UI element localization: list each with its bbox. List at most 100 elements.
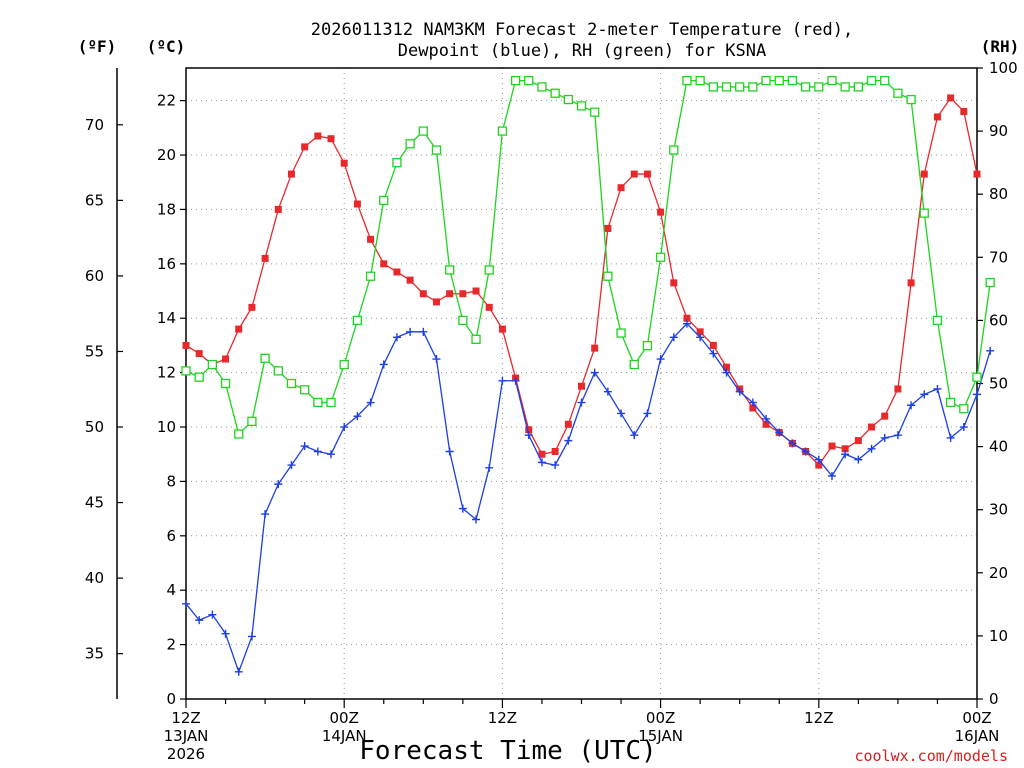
dewpoint-point: [762, 414, 771, 423]
rh-tick-label: 40: [989, 438, 1008, 456]
rh-point: [207, 359, 218, 370]
2-meter-temperature-point: [380, 260, 388, 268]
rh-point: [497, 126, 508, 136]
rh-point: [339, 359, 349, 370]
dewpoint-point: [933, 384, 942, 393]
celsius-tick-label: 14: [157, 309, 176, 327]
2-meter-temperature-point: [709, 341, 717, 349]
rh-point: [735, 82, 745, 92]
fahrenheit-tick-label: 40: [85, 569, 104, 587]
rh-point: [800, 82, 811, 92]
dewpoint-point: [498, 376, 507, 385]
dewpoint-point: [537, 458, 546, 467]
2-meter-temperature-point: [248, 303, 256, 311]
dewpoint-point: [208, 610, 217, 619]
rh-point: [563, 94, 573, 105]
rh-point: [234, 429, 244, 439]
2-meter-temperature-point: [301, 143, 309, 151]
2-meter-temperature-point: [960, 108, 968, 116]
dewpoint-point: [735, 387, 744, 396]
rh-tick-label: 50: [989, 375, 1008, 393]
2-meter-temperature-point: [446, 290, 454, 298]
x-tick-label: 14JAN: [322, 727, 367, 745]
2-meter-temperature-point: [432, 298, 440, 306]
x-tick-label: 00Z: [646, 709, 675, 727]
dewpoint-line: [185, 322, 991, 674]
rh-tick-label: 60: [989, 311, 1008, 329]
rh-point: [906, 94, 916, 105]
rh-point: [695, 75, 705, 86]
2-meter-temperature-point: [723, 363, 731, 371]
2-meter-temperature-point: [749, 404, 757, 412]
rh-point: [260, 353, 270, 363]
rh-point: [919, 208, 929, 218]
x-axis-label: Forecast Time (UTC): [359, 736, 656, 766]
2-meter-temperature-point: [182, 341, 190, 349]
rh-point: [379, 195, 389, 206]
rh-point: [629, 359, 639, 370]
dewpoint-point: [880, 433, 889, 442]
dewpoint-point: [986, 346, 995, 355]
x-tick-label: 15JAN: [638, 727, 683, 745]
dewpoint-point: [709, 349, 718, 358]
rh-point: [840, 82, 850, 92]
2-meter-temperature-point: [195, 350, 203, 358]
dewpoint-point: [300, 442, 309, 451]
2-meter-temperature-point: [551, 447, 559, 455]
x-tick-label: 12Z: [804, 709, 833, 727]
dewpoint-point: [617, 409, 626, 418]
rh-tick-label: 20: [989, 564, 1008, 582]
2-meter-temperature-point: [525, 426, 533, 434]
2-meter-temperature-point: [538, 450, 546, 458]
2-meter-temperature-point: [353, 200, 361, 208]
chart-title: 2026011312 NAM3KM Forecast 2-meter Tempe…: [311, 20, 853, 40]
2-meter-temperature-point: [406, 276, 414, 284]
dewpoint-point: [959, 423, 968, 432]
x-tick-label: 12Z: [488, 709, 517, 727]
dewpoint-point: [327, 450, 336, 459]
chart-subtitle: Dewpoint (blue), RH (green) for KSNA: [398, 41, 766, 61]
rh-point: [510, 75, 521, 86]
celsius-tick-label: 18: [157, 200, 176, 218]
2-meter-temperature-point: [327, 135, 335, 143]
rh-point: [405, 139, 415, 149]
rh-point: [471, 334, 481, 344]
rh-tick-label: 0: [989, 690, 999, 708]
fahrenheit-tick-label: 55: [85, 342, 104, 360]
rh-point: [655, 252, 666, 262]
dewpoint-point: [234, 667, 243, 676]
2-meter-temperature-point: [973, 170, 981, 178]
rh-point: [814, 82, 824, 92]
dewpoint-point: [551, 461, 560, 470]
rh-point: [299, 385, 310, 395]
2-meter-temperature-point: [670, 279, 678, 287]
dewpoint-point: [656, 355, 665, 364]
dewpoint-point: [313, 447, 322, 456]
rh-tick-label: 70: [989, 248, 1008, 266]
rh-point: [985, 277, 995, 288]
2-meter-temperature-point: [920, 170, 928, 178]
dewpoint-point: [590, 368, 599, 377]
2-meter-temperature-point: [287, 170, 295, 178]
rh-tick-label: 90: [989, 122, 1008, 140]
dewpoint-point: [379, 360, 388, 369]
rh-point: [273, 366, 283, 376]
fahrenheit-tick-label: 50: [85, 418, 104, 436]
dewpoint-point: [748, 398, 757, 407]
celsius-axis-unit: (ºC): [147, 37, 186, 56]
2-meter-temperature-point: [947, 94, 955, 102]
dewpoint-point: [432, 355, 441, 364]
2-meter-temperature-point: [485, 303, 493, 311]
dewpoint-point: [419, 327, 428, 336]
data-series: [181, 75, 995, 676]
2-meter-temperature-point: [578, 382, 585, 390]
dewpoint-point: [577, 398, 586, 407]
2-meter-temperature-point: [261, 254, 269, 262]
celsius-tick-label: 10: [157, 418, 176, 436]
rh-point: [866, 75, 877, 86]
2-meter-temperature-point: [274, 205, 282, 213]
celsius-tick-label: 20: [157, 146, 176, 164]
dewpoint-point: [801, 447, 810, 456]
dewpoint-point: [392, 333, 401, 342]
